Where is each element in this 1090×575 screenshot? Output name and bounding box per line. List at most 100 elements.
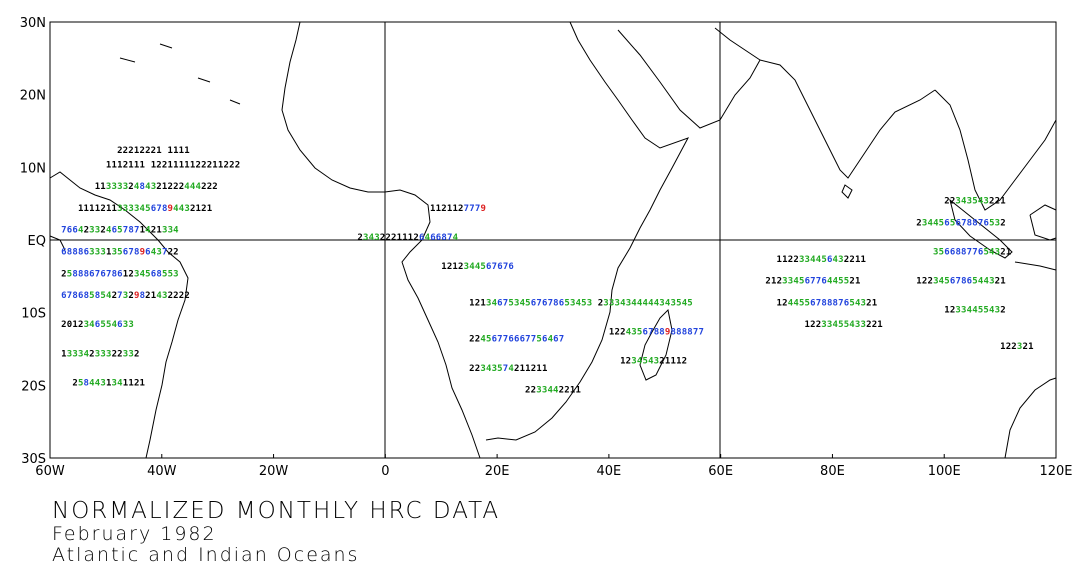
hrc-code-digit: 4 xyxy=(654,298,660,308)
hrc-code-digit: 1 xyxy=(162,182,167,192)
hrc-code-digit: 1 xyxy=(430,204,435,214)
hrc-code-digit: 2 xyxy=(117,146,122,156)
hrc-code-digit: 5 xyxy=(486,335,491,345)
hrc-code-digit: 3 xyxy=(631,357,636,367)
hrc-code-digit: 2 xyxy=(385,233,390,243)
hrc-code-digit: 6 xyxy=(151,204,156,214)
hrc-code-digit: 6 xyxy=(944,218,949,228)
hrc-code-digit: 1 xyxy=(84,204,89,214)
hrc-code-digit: 1 xyxy=(670,357,675,367)
hrc-code-digit: 4 xyxy=(967,306,973,316)
hrc-code-digit: 1 xyxy=(218,160,223,170)
hrc-code-digit: 4 xyxy=(106,291,112,301)
hrc-code-digit: 2 xyxy=(1000,218,1005,228)
hrc-code-digit: 1 xyxy=(139,160,144,170)
hrc-code-digit: 8 xyxy=(441,233,446,243)
hrc-code-digit: 3 xyxy=(626,298,631,308)
hrc-code-digit: 1 xyxy=(179,160,184,170)
hrc-code-digit: 2 xyxy=(458,262,463,272)
hrc-code-digit: 3 xyxy=(995,218,1000,228)
hrc-code-digit: 4 xyxy=(145,226,151,236)
hrc-code-digit: 1 xyxy=(123,269,128,279)
hrc-code-digit: 1 xyxy=(397,233,402,243)
hrc-code-digit: 3 xyxy=(827,320,832,330)
hrc-code-digit: 3 xyxy=(983,197,988,207)
hrc-code-digit: 5 xyxy=(972,197,977,207)
java xyxy=(1014,261,1057,271)
hrc-code-digit: 6 xyxy=(514,335,519,345)
hrc-code-digit: 1 xyxy=(134,160,139,170)
hrc-code-digit: 5 xyxy=(100,320,105,330)
hrc-code-digit: 7 xyxy=(503,335,508,345)
hrc-code-digit: 2 xyxy=(447,262,452,272)
caribbean-islands xyxy=(119,43,241,105)
hrc-code-digit: 8 xyxy=(553,298,558,308)
hrc-code-digit: 6 xyxy=(520,335,525,345)
hrc-code-digit: 2 xyxy=(793,255,798,265)
hrc-code-digit: 2 xyxy=(810,320,815,330)
hrc-code-digit: 6 xyxy=(117,269,122,279)
hrc-code-digit: 7 xyxy=(810,277,815,287)
hrc-code-digit: 7 xyxy=(95,269,100,279)
hrc-code-digit: 2 xyxy=(151,146,156,156)
hrc-code-digit: 1 xyxy=(944,306,949,316)
hrc-code-digit: 6 xyxy=(95,320,100,330)
hrc-code-digit: 3 xyxy=(123,320,128,330)
hrc-code-digit: 3 xyxy=(128,349,133,359)
hrc-code-digit: 3 xyxy=(134,269,139,279)
hrc-code-digit: 4 xyxy=(453,233,459,243)
hrc-code-digit: 2 xyxy=(1006,342,1011,352)
hrc-code-digit: 1 xyxy=(1028,342,1033,352)
hrc-code-digit: 8 xyxy=(955,248,960,258)
hrc-code-digit: 2 xyxy=(162,160,167,170)
hrc-code-digit: 4 xyxy=(833,320,839,330)
hrc-code-digit: 3 xyxy=(805,255,810,265)
hrc-code-digit: 2 xyxy=(78,320,83,330)
hrc-code-digit: 8 xyxy=(961,277,966,287)
hrc-code-digit: 4 xyxy=(810,255,816,265)
hrc-code-digit: 6 xyxy=(810,298,815,308)
hrc-code-digit: 3 xyxy=(128,204,133,214)
hrc-code-digit: 1 xyxy=(184,160,189,170)
hrc-code-digit: 3 xyxy=(480,364,485,374)
hrc-code-digit: 8 xyxy=(967,218,972,228)
hrc-code-digit: 2 xyxy=(995,277,1000,287)
hrc-code-digit: 1 xyxy=(408,233,413,243)
hrc-code-digit: 4 xyxy=(140,269,146,279)
hrc-code-digit: 8 xyxy=(972,218,977,228)
hrc-code-digit: 5 xyxy=(145,204,150,214)
figure-region: Atlantic and Indian Oceans xyxy=(52,544,360,566)
hrc-code-digit: 2 xyxy=(598,298,603,308)
hrc-code-digit: 5 xyxy=(480,262,485,272)
hrc-code-digit: 3 xyxy=(117,182,122,192)
hrc-code-digit: 1 xyxy=(1000,197,1005,207)
hrc-code-digit: 4 xyxy=(788,298,794,308)
hrc-code-digit: 2 xyxy=(173,291,178,301)
hrc-code-digit: 3 xyxy=(134,204,139,214)
hrc-code-digit: 6 xyxy=(950,277,955,287)
hrc-code-digit: 8 xyxy=(84,269,89,279)
hrc-code-digit: 9 xyxy=(665,327,670,337)
hrc-code-digit: 1 xyxy=(676,357,681,367)
hrc-code-digit: 7 xyxy=(162,248,167,258)
hrc-code-digit: 3 xyxy=(542,386,547,396)
hrc-code-digit: 6 xyxy=(967,277,972,287)
hrc-code-digit: 3 xyxy=(989,277,994,287)
hrc-code-digit: 7 xyxy=(536,298,541,308)
hrc-code-digit: 2 xyxy=(195,160,200,170)
hrc-code-digit: 5 xyxy=(978,306,983,316)
hrc-code-digit: 6 xyxy=(955,218,960,228)
hrc-code-digit: 4 xyxy=(145,182,151,192)
east-africa-coast xyxy=(485,21,690,441)
west-africa-coast xyxy=(281,21,481,459)
hrc-code-digit: 5 xyxy=(849,298,854,308)
hrc-code-digit: 2 xyxy=(531,364,536,374)
hrc-code-digit: 3 xyxy=(117,204,122,214)
hrc-code-digit: 8 xyxy=(833,298,838,308)
hrc-code-digit: 1 xyxy=(106,204,111,214)
hrc-code-digit: 2 xyxy=(1000,248,1005,258)
amazon-coast xyxy=(49,235,66,251)
hrc-code-digit: 4 xyxy=(486,364,492,374)
hrc-code-digit: 4 xyxy=(849,320,855,330)
hrc-code-digit: 2 xyxy=(1023,342,1028,352)
